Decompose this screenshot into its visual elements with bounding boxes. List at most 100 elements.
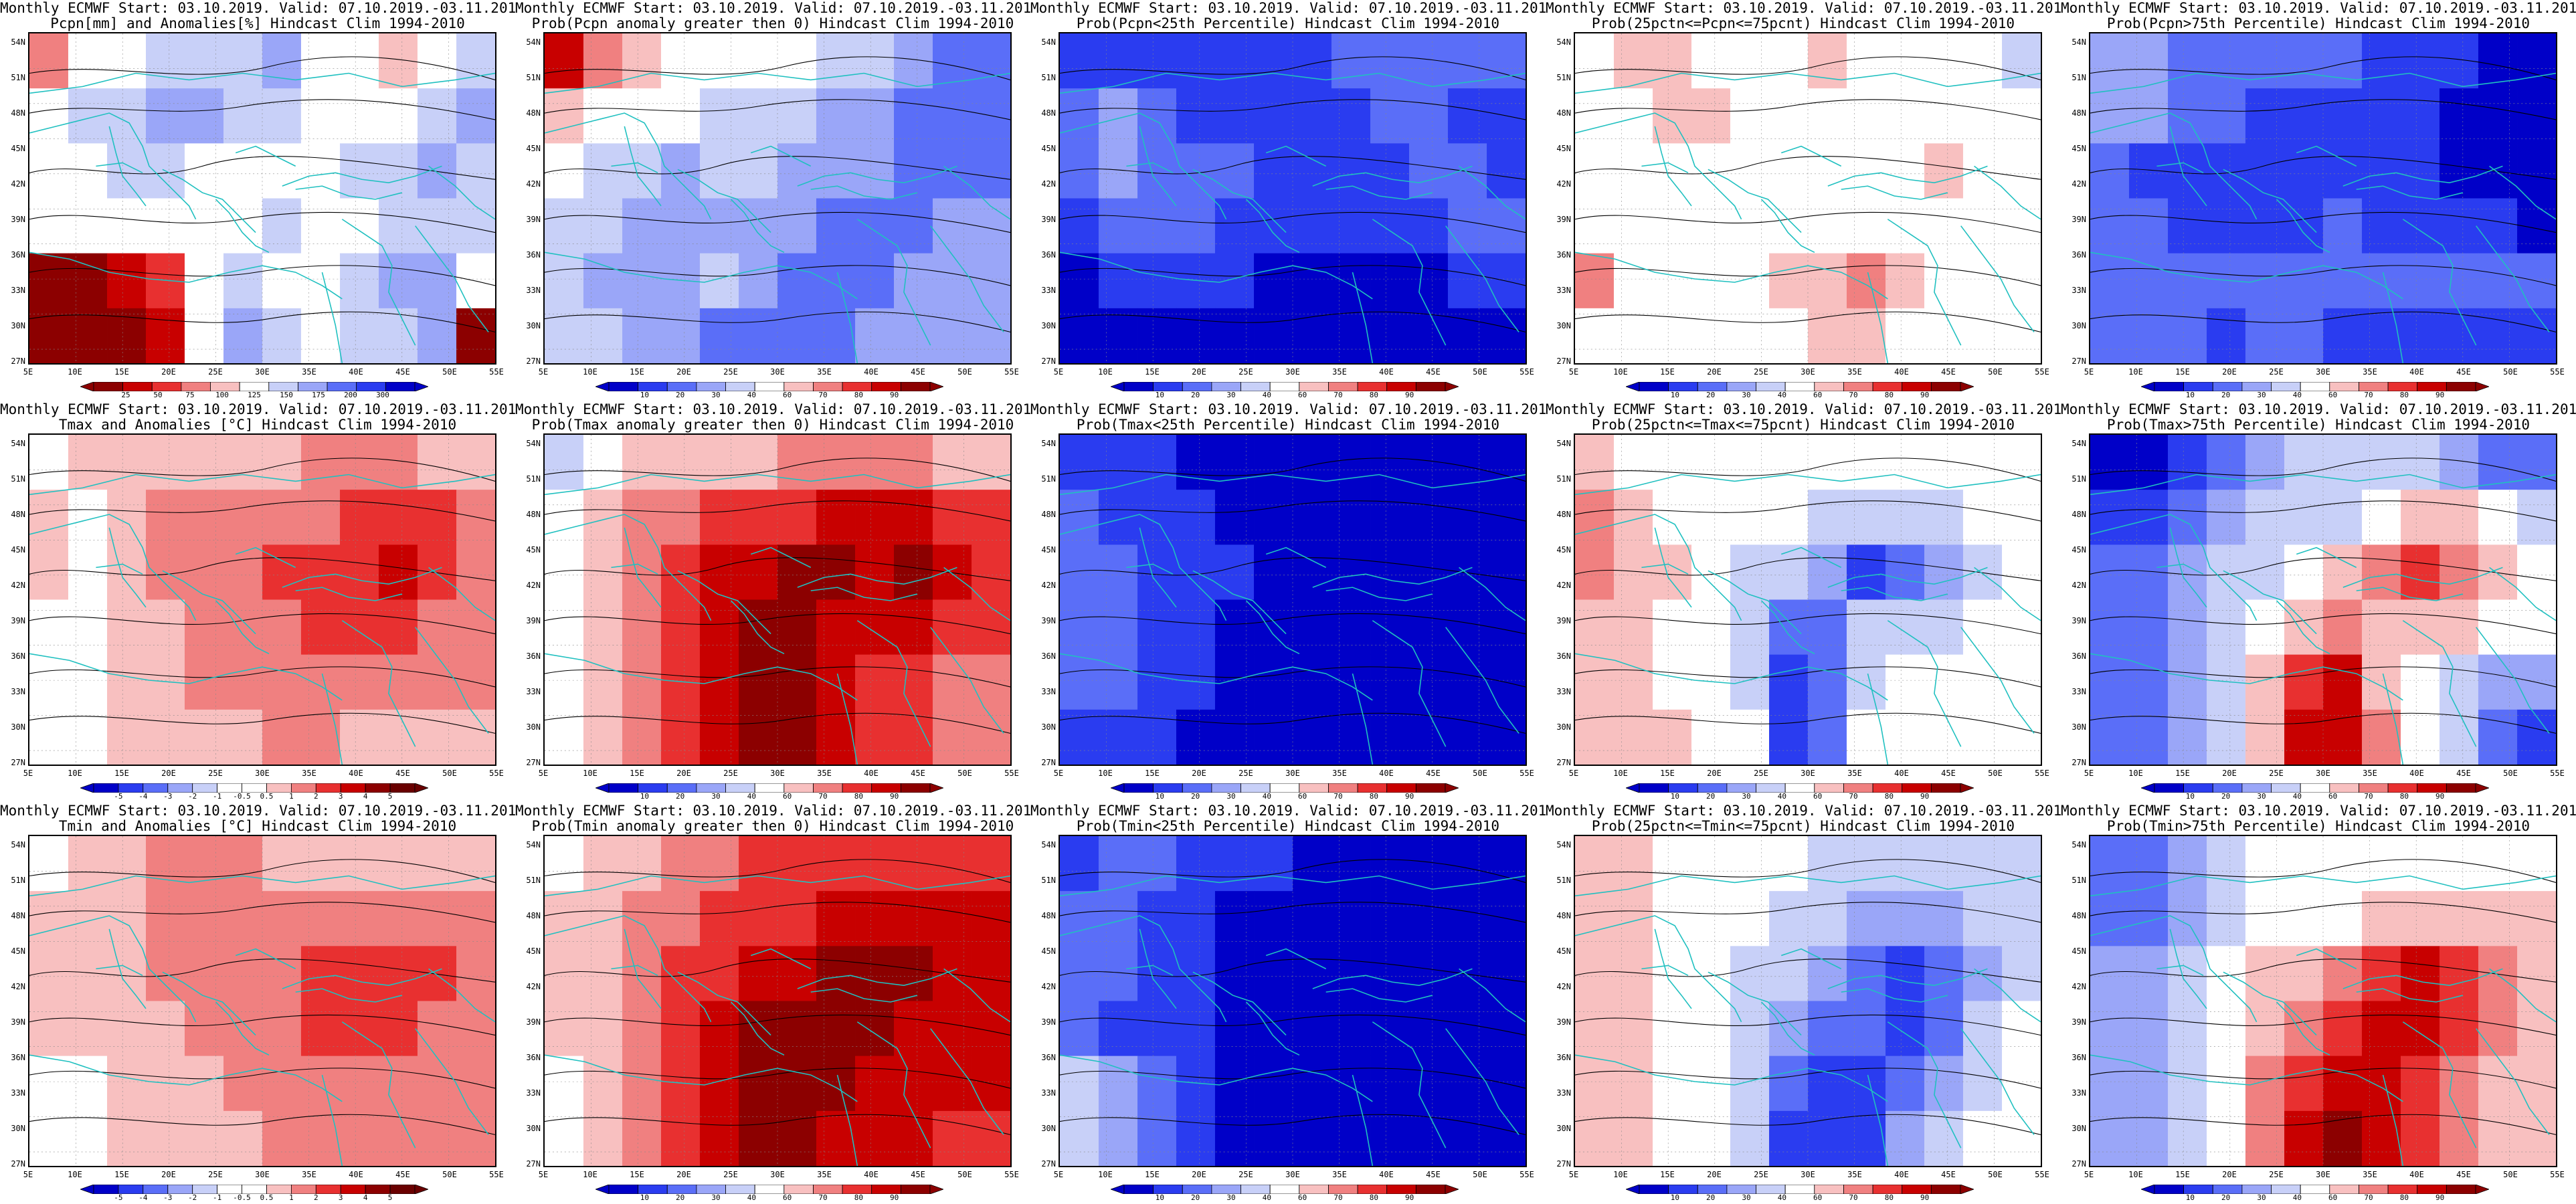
panel-title-line2: Prob(Tmin>75th Percentile) Hindcast Clim… bbox=[2106, 818, 2531, 834]
field-cell bbox=[184, 709, 224, 765]
field-cell bbox=[68, 836, 108, 892]
field-cell bbox=[1331, 1001, 1371, 1057]
field-cell bbox=[1293, 490, 1332, 545]
lon-label: 10E bbox=[2128, 367, 2143, 377]
field-cell bbox=[2090, 836, 2130, 892]
lat-label: 54N bbox=[526, 840, 541, 849]
field-cell bbox=[1409, 946, 1449, 1001]
field-cell bbox=[1846, 198, 1886, 254]
field-cell bbox=[68, 709, 108, 765]
field-cell bbox=[184, 198, 224, 254]
colorbar-label: 90 bbox=[1405, 1193, 1414, 1202]
colorbar-swatch bbox=[1756, 381, 1786, 392]
coastline bbox=[2382, 272, 2404, 363]
field-cell bbox=[1730, 654, 1770, 710]
field-cell bbox=[2168, 946, 2207, 1001]
colorbar-swatch bbox=[638, 1184, 668, 1195]
field-cell bbox=[2517, 308, 2556, 363]
lon-label: 30E bbox=[1285, 367, 1300, 377]
contour-line bbox=[1060, 1068, 1526, 1089]
colorbar-swatch bbox=[315, 783, 341, 793]
map-area bbox=[543, 835, 1012, 1167]
field-cell bbox=[2517, 143, 2556, 199]
coastline bbox=[545, 1054, 858, 1102]
lat-label: 36N bbox=[1041, 250, 1056, 260]
field-cell bbox=[1575, 891, 1615, 946]
field-cell bbox=[932, 198, 972, 254]
lon-label: 55E bbox=[1004, 1170, 1019, 1179]
field-cell bbox=[262, 490, 302, 545]
lat-label: 30N bbox=[1556, 321, 1571, 330]
field-cell bbox=[2284, 88, 2324, 144]
contour-line bbox=[29, 99, 495, 120]
lon-label: 10E bbox=[1613, 367, 1628, 377]
field-cell bbox=[1924, 1001, 1964, 1057]
field-cell bbox=[417, 544, 457, 600]
lat-label: 45N bbox=[1041, 545, 1056, 555]
field-cell bbox=[816, 891, 856, 946]
field-cell bbox=[1098, 654, 1138, 710]
colorbar-label: 80 bbox=[1369, 792, 1378, 801]
field-cell bbox=[1409, 1110, 1449, 1166]
field-cell bbox=[223, 544, 263, 600]
colorbar-swatch bbox=[666, 381, 697, 392]
field-cell bbox=[1293, 253, 1332, 309]
lon-label: 30E bbox=[770, 367, 785, 377]
field-cell bbox=[2323, 198, 2363, 254]
field-cell bbox=[1924, 891, 1964, 946]
field-cell bbox=[777, 490, 817, 545]
field-cell bbox=[1885, 709, 1925, 765]
field-cell bbox=[816, 544, 856, 600]
contour-line bbox=[545, 902, 1010, 923]
colorbar-label: 25 bbox=[121, 391, 130, 399]
field-cell bbox=[1653, 490, 1692, 545]
field-cell bbox=[1808, 891, 1847, 946]
field-cell bbox=[1409, 308, 1449, 363]
lon-label: 10E bbox=[2128, 769, 2143, 778]
colorbar-label: 40 bbox=[2292, 792, 2302, 801]
field-cell bbox=[1962, 490, 2003, 545]
field-cell bbox=[1962, 709, 2003, 765]
field-cell bbox=[1691, 308, 1731, 363]
coastline bbox=[162, 971, 256, 1036]
lat-label: 39N bbox=[526, 1017, 541, 1027]
field-cell bbox=[262, 654, 302, 710]
colorbar-swatch bbox=[1328, 381, 1358, 392]
lat-label: 51N bbox=[526, 876, 541, 885]
field-cell bbox=[2245, 198, 2285, 254]
coastline bbox=[730, 600, 785, 655]
field-cell bbox=[2128, 490, 2169, 545]
lon-label: 45E bbox=[395, 769, 410, 778]
field-cell bbox=[1487, 946, 1526, 1001]
field-cell bbox=[1137, 308, 1177, 363]
colorbar-swatch bbox=[754, 783, 785, 793]
lon-label: 45E bbox=[1426, 367, 1441, 377]
field-cell bbox=[107, 1001, 147, 1057]
field-cell bbox=[1060, 1056, 1099, 1112]
coastline bbox=[1841, 185, 1948, 200]
colorbar-swatch bbox=[1843, 783, 1873, 793]
field-cell bbox=[1653, 946, 1692, 1001]
colorbar-label: 60 bbox=[1813, 792, 1823, 801]
field-cell bbox=[2284, 891, 2324, 946]
lat-label: 27N bbox=[11, 758, 25, 767]
lon-label: 55E bbox=[2550, 367, 2565, 377]
coastline bbox=[2090, 252, 2403, 300]
contour-line bbox=[545, 458, 1010, 482]
field-cell bbox=[739, 836, 778, 892]
colorbar-swatch bbox=[608, 381, 638, 392]
coastline bbox=[2090, 112, 2258, 220]
field-cell bbox=[2440, 253, 2479, 309]
colorbar-swatch bbox=[1930, 1184, 1961, 1195]
field-cell bbox=[300, 544, 341, 600]
coastline bbox=[2296, 145, 2357, 167]
field-cell bbox=[2323, 1110, 2363, 1166]
field-cell bbox=[2002, 946, 2041, 1001]
field-cell bbox=[340, 435, 379, 490]
lon-label: 15E bbox=[630, 769, 644, 778]
colorbar-label: 90 bbox=[2435, 391, 2445, 399]
coastline bbox=[2356, 988, 2463, 1003]
lat-label: 30N bbox=[1556, 722, 1571, 732]
field-cell bbox=[1885, 654, 1925, 710]
lat-label: 42N bbox=[1556, 982, 1571, 991]
